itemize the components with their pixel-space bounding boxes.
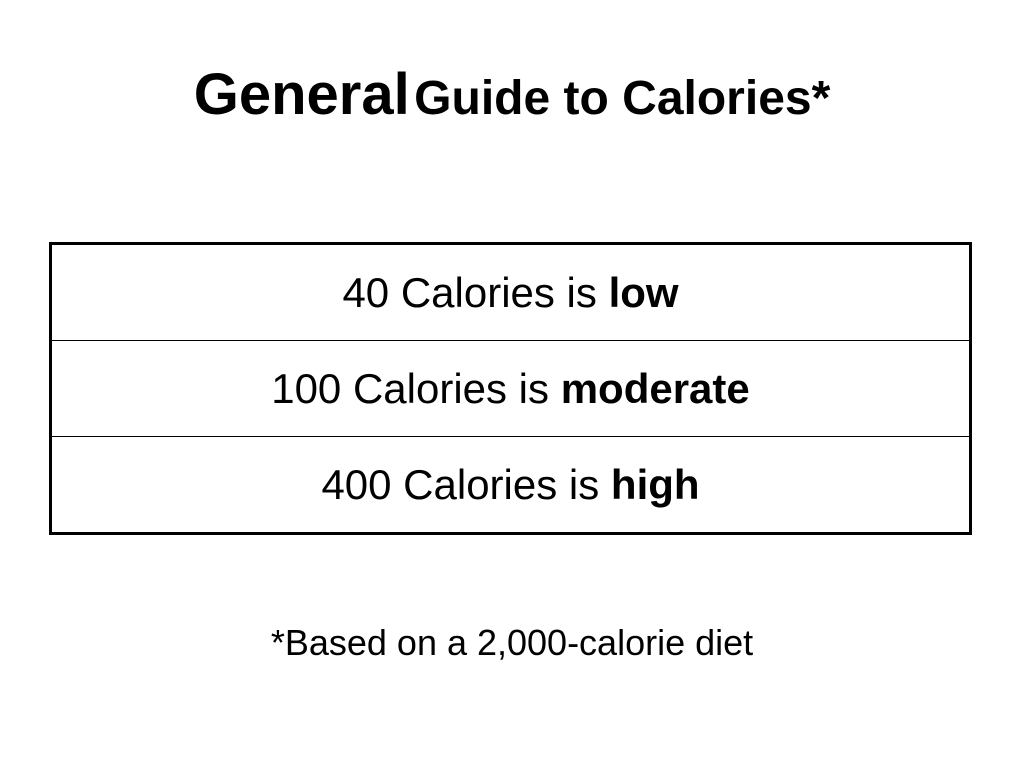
table-cell: 400 Calories is high <box>50 436 971 534</box>
row-text: 40 Calories is <box>342 268 597 316</box>
row-text: 400 Calories is <box>321 460 600 508</box>
title-rest: Guide to Calories* <box>414 72 831 125</box>
row-text: 100 Calories is <box>271 364 550 412</box>
table-row: 40 Calories is low <box>51 244 971 341</box>
footnote: *Based on a 2,000-calorie diet <box>270 622 754 663</box>
slide-title: General Guide to Calories* <box>0 62 1024 129</box>
row-level: high <box>610 460 700 508</box>
table-cell: 100 Calories is moderate <box>50 340 971 437</box>
row-level: low <box>608 268 679 316</box>
row-level: moderate <box>560 364 750 412</box>
table-cell: 40 Calories is low <box>51 244 971 341</box>
table-row: 400 Calories is high <box>50 436 971 534</box>
table-row: 100 Calories is moderate <box>50 340 971 437</box>
calorie-guide-table: 40 Calories is low 100 Calories is moder… <box>49 242 972 535</box>
title-first-word: General <box>193 62 410 127</box>
